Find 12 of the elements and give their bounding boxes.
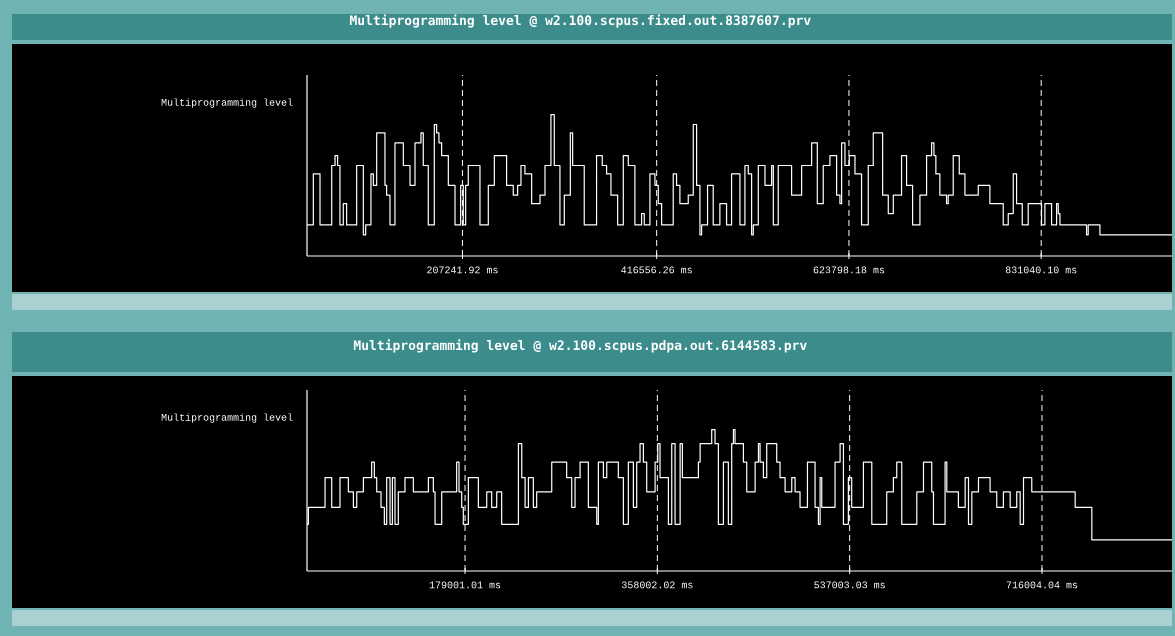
y-axis-title: Multiprogramming level bbox=[161, 98, 293, 108]
x-tick-label: 716004.04 ms bbox=[1006, 581, 1078, 589]
x-tick-label: 358002.02 ms bbox=[621, 581, 693, 589]
chart-title: Multiprogramming level @ w2.100.scpus.pdpa.out.6144583.prv bbox=[353, 339, 807, 353]
y-axis-title: Multiprogramming level bbox=[161, 413, 293, 423]
x-tick-label: 831040.10 ms bbox=[1005, 266, 1077, 274]
chart-title: Multiprogramming level @ w2.100.scpus.fixed.out.8387607.prv bbox=[350, 14, 811, 28]
x-tick-label: 416556.26 ms bbox=[621, 266, 692, 274]
x-tick-label: 623798.18 ms bbox=[813, 266, 885, 274]
x-tick-label: 537003.03 ms bbox=[814, 581, 885, 589]
x-tick-label: 179001.01 ms bbox=[429, 581, 501, 589]
x-tick-label: 207241.92 ms bbox=[427, 266, 498, 274]
